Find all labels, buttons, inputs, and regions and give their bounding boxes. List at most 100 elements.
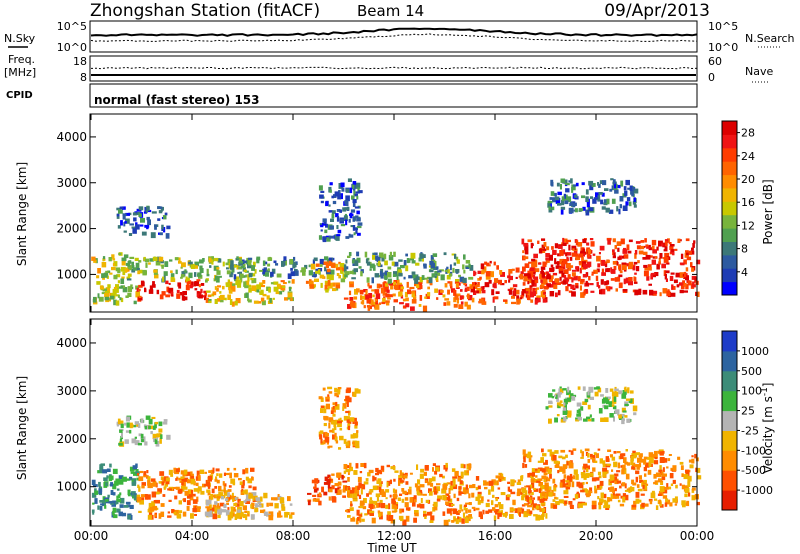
colorbar-segment: [722, 134, 737, 149]
echo-cell: [578, 253, 583, 258]
echo-cell: [453, 516, 456, 522]
echo-cell: [320, 224, 324, 228]
echo-cell: [548, 492, 553, 497]
echo-cell: [422, 257, 424, 262]
echo-cell: [398, 269, 402, 273]
echo-cell: [554, 278, 560, 283]
echo-cell: [318, 235, 322, 240]
echo-cell: [615, 288, 618, 292]
echo-cell: [607, 239, 611, 245]
echo-cell: [621, 264, 627, 271]
echo-cell: [170, 270, 173, 273]
cpid-label: CPID: [6, 90, 33, 101]
echo-cell: [616, 451, 621, 454]
echo-cell: [355, 446, 360, 449]
echo-cell: [136, 424, 139, 427]
echo-cell: [444, 270, 449, 273]
echo-cell: [530, 478, 535, 483]
echo-cell: [521, 508, 525, 514]
echo-cell: [677, 238, 681, 243]
echo-cell: [427, 286, 430, 290]
echo-cell: [638, 288, 642, 293]
echo-cell: [242, 260, 247, 263]
echo-cell: [112, 510, 115, 516]
echo-cell: [626, 488, 632, 491]
echo-cell: [347, 487, 351, 491]
echo-cell: [378, 302, 382, 305]
echo-cell: [644, 473, 647, 477]
echo-cell: [393, 466, 396, 471]
echo-cell: [187, 280, 192, 285]
echo-cell: [425, 499, 429, 503]
echo-cell: [670, 292, 676, 297]
echo-cell: [663, 257, 669, 263]
echo-cell: [633, 188, 639, 194]
echo-cell: [347, 416, 350, 420]
echo-cell: [328, 210, 333, 213]
echo-cell: [407, 289, 412, 295]
echo-cell: [332, 428, 335, 434]
echo-cell: [154, 422, 157, 429]
echo-cell: [644, 483, 649, 486]
echo-cell: [556, 182, 560, 187]
colorbar-segment: [722, 241, 737, 256]
echo-cell: [124, 221, 127, 224]
echo-cell: [635, 452, 640, 456]
echo-cell: [106, 275, 109, 279]
echo-cell: [455, 269, 460, 273]
echo-cell: [540, 497, 545, 500]
echo-cell: [221, 496, 224, 500]
echo-cell: [496, 265, 499, 270]
echo-cell: [499, 476, 504, 479]
echo-cell: [371, 289, 375, 292]
echo-cell: [450, 480, 453, 486]
echo-cell: [424, 296, 427, 299]
echo-cell: [227, 279, 230, 284]
echo-cell: [644, 267, 650, 271]
echo-cell: [280, 280, 285, 283]
echo-cell: [611, 456, 616, 461]
echo-cell: [632, 482, 637, 486]
echo-cell: [552, 478, 556, 484]
echo-cell: [352, 441, 355, 445]
echo-cell: [138, 213, 142, 217]
echo-cell: [457, 477, 462, 482]
echo-cell: [462, 264, 465, 270]
echo-cell: [329, 189, 332, 193]
echo-cell: [209, 265, 212, 268]
echo-cell: [354, 260, 359, 266]
echo-cell: [621, 419, 625, 425]
echo-cell: [495, 475, 499, 479]
echo-cell: [409, 258, 414, 261]
echo-cell: [127, 514, 131, 520]
echo-cell: [410, 291, 416, 294]
echo-cell: [658, 473, 662, 478]
echo-cell: [375, 493, 381, 498]
echo-cell: [533, 287, 536, 291]
echo-cell: [638, 250, 644, 255]
echo-cell: [200, 283, 205, 286]
echo-cell: [610, 475, 613, 481]
echo-cell: [693, 240, 696, 244]
echo-cell: [668, 486, 672, 490]
echo-cell: [494, 278, 499, 283]
echo-cell: [122, 512, 127, 517]
echo-cell: [127, 489, 131, 495]
echo-cell: [679, 483, 682, 486]
echo-cell: [146, 206, 150, 211]
echo-cell: [112, 468, 118, 474]
echo-cell: [634, 250, 638, 255]
echo-cell: [468, 276, 474, 280]
echo-cell: [612, 261, 617, 265]
echo-cell: [549, 267, 555, 273]
echo-cell: [102, 256, 106, 260]
y-tick-label: 4000: [56, 130, 87, 144]
echo-cell: [524, 485, 527, 488]
echo-cell: [659, 486, 665, 492]
echo-cell: [178, 500, 182, 505]
echo-cell: [651, 239, 657, 246]
echo-cell: [245, 499, 249, 504]
echo-cell: [120, 220, 123, 226]
echo-cell: [338, 447, 342, 450]
echo-cell: [161, 224, 164, 229]
